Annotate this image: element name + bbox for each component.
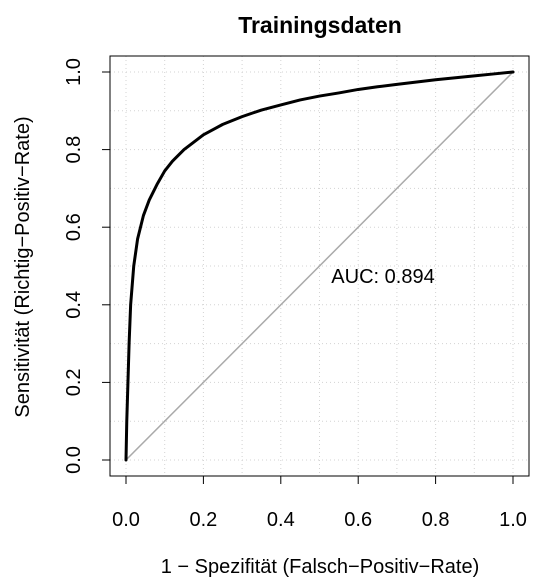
roc-curve-layer [124,70,515,462]
chart-title: Trainingsdaten [238,12,402,38]
reference-diagonal-layer [125,71,514,461]
reference-diagonal-line [125,71,514,461]
y-tick-label: 1.0 [63,58,85,86]
y-tick-label: 0.0 [63,446,85,474]
y-tick-label: 0.8 [63,136,85,164]
x-axis-label: 1 − Spezifität (Falsch−Positiv−Rate) [161,556,479,578]
x-tick-label: 0.4 [267,509,295,531]
y-tick-label: 0.2 [63,368,85,396]
plot-frame [109,55,530,477]
y-tick-label: 0.6 [63,213,85,241]
x-tick-label: 0.6 [344,509,372,531]
y-tick-label: 0.4 [63,291,85,319]
auc-annotation: AUC: 0.894 [331,266,434,288]
x-axis: 0.0 0.2 0.4 0.6 0.8 1.0 [112,476,527,531]
x-tick-label: 0.0 [112,509,140,531]
y-axis-label: Sensitivität (Richtig−Positiv−Rate) [12,116,34,417]
x-tick-label: 0.2 [189,509,217,531]
roc-curve-line [124,70,515,462]
x-tick-label: 1.0 [499,509,527,531]
y-axis: 0.0 0.2 0.4 0.6 0.8 1.0 [63,58,110,474]
x-tick-label: 0.8 [422,509,450,531]
